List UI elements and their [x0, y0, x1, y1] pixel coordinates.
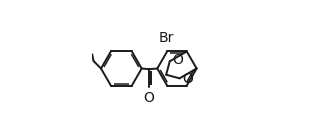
Text: Br: Br — [158, 31, 174, 45]
Text: O: O — [173, 53, 184, 67]
Text: O: O — [183, 72, 194, 86]
Text: O: O — [144, 91, 155, 105]
